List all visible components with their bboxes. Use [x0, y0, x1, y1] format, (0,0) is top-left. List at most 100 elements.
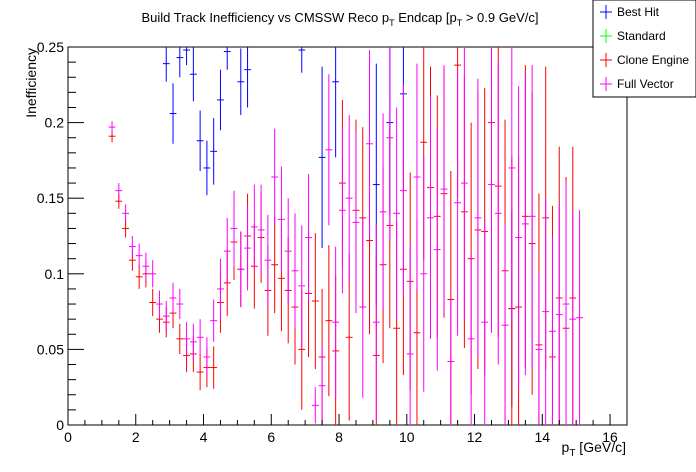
point-full-vector: [386, 47, 394, 241]
point-full-vector: [379, 113, 387, 311]
point-full-vector: [189, 323, 197, 360]
point-full-vector: [576, 210, 583, 425]
error-bars-layer: [108, 47, 583, 425]
point-full-vector: [135, 243, 143, 268]
point-full-vector: [223, 217, 231, 285]
point-full-vector: [420, 155, 428, 392]
y-axis-ticks: 0 0.05 0.1 0.15 0.2 0.25: [37, 39, 84, 433]
point-best-hit: [223, 47, 231, 70]
point-full-vector: [162, 301, 170, 332]
plot-frame: [67, 46, 628, 426]
point-full-vector: [108, 121, 116, 134]
point-clone-engine: [311, 232, 319, 370]
point-clone-engine: [149, 288, 157, 317]
point-full-vector: [528, 65, 536, 368]
point-best-hit: [210, 118, 218, 185]
point-full-vector: [183, 322, 190, 356]
legend-item-clone-engine: Clone Engine: [600, 53, 689, 67]
point-full-vector: [325, 74, 333, 226]
series-full-vector: [108, 47, 583, 425]
legend-item-standard: Standard: [600, 29, 666, 43]
point-full-vector: [318, 346, 326, 425]
point-full-vector: [230, 190, 238, 267]
point-full-vector: [176, 288, 184, 320]
point-best-hit: [176, 47, 184, 78]
point-full-vector: [366, 50, 373, 238]
legend-label: Clone Engine: [617, 53, 689, 67]
point-full-vector: [393, 107, 401, 320]
y-tick-label: 0: [56, 417, 64, 433]
title-tail: > 0.9 GeV/c]: [462, 10, 538, 25]
point-full-vector: [345, 115, 353, 282]
point-clone-engine: [345, 254, 353, 421]
point-full-vector: [508, 47, 516, 320]
point-full-vector: [291, 213, 299, 329]
point-full-vector: [128, 236, 136, 258]
y-tick-label: 0.25: [37, 39, 64, 55]
point-full-vector: [278, 166, 285, 273]
point-full-vector: [122, 204, 129, 223]
point-best-hit: [332, 47, 340, 158]
legend-label: Full Vector: [617, 77, 674, 91]
x-tick-label: 14: [535, 429, 551, 445]
point-full-vector: [210, 299, 218, 342]
legend-label: Standard: [617, 29, 666, 43]
x-tick-label: 8: [335, 429, 343, 445]
point-full-vector: [427, 96, 434, 339]
point-best-hit: [162, 47, 170, 82]
title-sub-1: T: [389, 18, 395, 28]
point-full-vector: [454, 69, 461, 336]
point-full-vector: [406, 245, 414, 425]
point-full-vector: [156, 290, 163, 318]
x-tick-label: 12: [467, 429, 483, 445]
point-best-hit: [189, 47, 197, 102]
point-full-vector: [372, 223, 380, 421]
point-full-vector: [549, 237, 556, 425]
point-full-vector: [284, 198, 292, 305]
point-clone-engine: [135, 264, 143, 289]
legend-item-full-vector: Full Vector: [600, 77, 674, 91]
point-full-vector: [298, 225, 306, 347]
point-clone-engine: [271, 216, 279, 314]
point-full-vector: [555, 204, 563, 425]
point-best-hit: [237, 48, 245, 116]
point-full-vector: [433, 128, 441, 371]
point-full-vector: [494, 62, 502, 365]
point-clone-engine: [325, 245, 333, 397]
point-full-vector: [474, 78, 482, 357]
x-axis-ticks: 0 2 4 6 8 10 12 14 16: [64, 414, 618, 445]
y-tick-label: 0.1: [45, 266, 65, 282]
point-full-vector: [542, 198, 550, 425]
point-full-vector: [332, 246, 340, 398]
point-full-vector: [488, 47, 495, 333]
point-full-vector: [501, 225, 509, 425]
point-best-hit: [183, 47, 190, 66]
point-full-vector: [257, 184, 265, 276]
point-full-vector: [569, 213, 577, 425]
point-best-hit: [298, 47, 306, 73]
point-full-vector: [311, 387, 319, 424]
point-full-vector: [217, 258, 224, 320]
point-full-vector: [149, 260, 157, 288]
point-full-vector: [271, 128, 279, 226]
point-full-vector: [196, 319, 204, 356]
point-best-hit: [169, 83, 177, 144]
point-full-vector: [339, 127, 346, 294]
x-axis-label-base: p: [562, 439, 570, 455]
x-tick-label: 0: [64, 429, 72, 445]
point-clone-engine: [176, 323, 184, 354]
legend-box: [592, 0, 696, 98]
point-full-vector: [169, 282, 177, 314]
chart-title: Build Track Inefficiency vs CMSSW Reco p…: [142, 10, 539, 28]
point-full-vector: [400, 84, 407, 297]
x-axis-label: pT [GeV/c]: [562, 439, 626, 459]
point-full-vector: [535, 273, 543, 425]
title-main: Build Track Inefficiency vs CMSSW Reco p: [142, 10, 390, 25]
point-full-vector: [250, 184, 258, 270]
point-full-vector: [203, 337, 211, 377]
point-full-vector: [305, 174, 312, 302]
point-full-vector: [515, 86, 522, 389]
y-tick-label: 0.2: [45, 115, 65, 131]
